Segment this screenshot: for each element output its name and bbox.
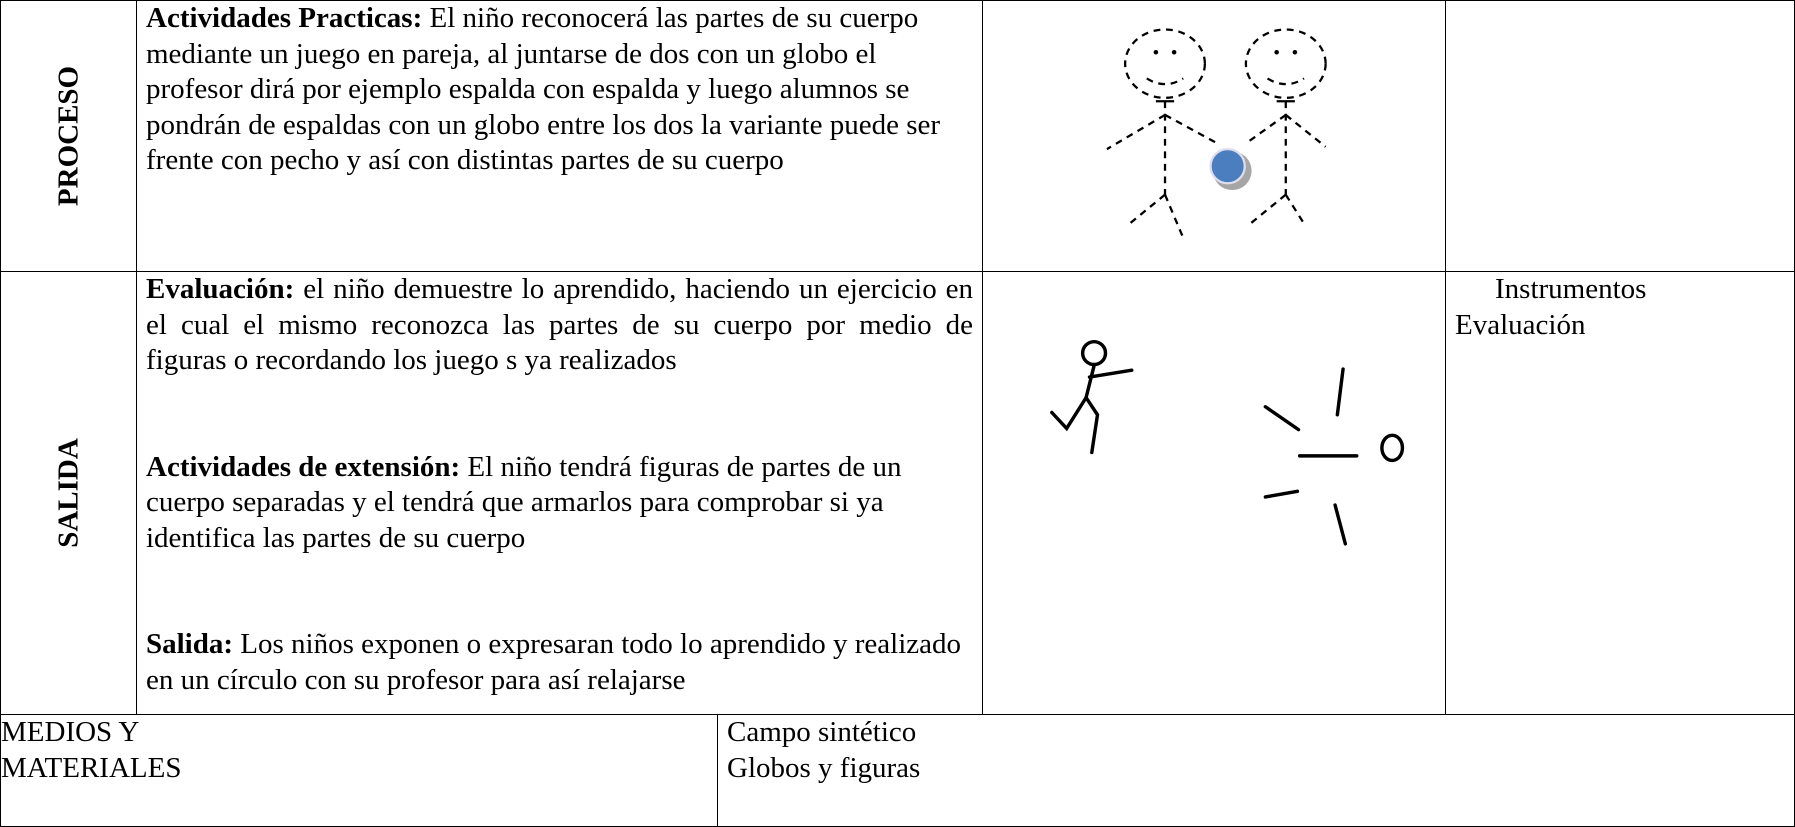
content: Actividades Practicas: El niño reconocer… — [146, 1, 973, 179]
instruments: Instrumentos Evaluación — [1455, 272, 1785, 343]
row-label: PROCESO — [51, 65, 84, 207]
content-cell: Actividades Practicas: El niño reconocer… — [136, 0, 983, 272]
content: Evaluación: el niño demuestre lo aprendi… — [146, 272, 973, 698]
empty-cell — [1445, 0, 1795, 272]
heading: Salida: — [146, 628, 234, 660]
heading: Actividades de extensión: — [146, 450, 461, 483]
instruments-line: Instrumentos — [1495, 273, 1647, 305]
paragraph-text: El niño tendrá figuras de partes de un c… — [146, 450, 902, 554]
footer-content-cell: Campo sintético Globos y figuras — [717, 714, 1795, 827]
paragraph: Actividades de extensión: El niño tendrá… — [146, 450, 973, 557]
row-label: SALIDA — [51, 438, 84, 548]
image-cell — [982, 271, 1446, 715]
illustration-pair-balloon — [1106, 28, 1327, 239]
paragraph-text: Los niños exponen o expresaran todo lo a… — [146, 628, 962, 696]
instruments-cell: Instrumentos Evaluación — [1445, 271, 1795, 715]
footer-content-line: Globos y figuras — [727, 751, 921, 784]
paragraph-text: El niño reconocerá las partes de su cuer… — [146, 2, 941, 176]
row-label-cell: PROCESO — [0, 0, 137, 272]
row-label-cell: SALIDA — [0, 271, 137, 715]
paragraph: Salida: Los niños exponen o expresaran t… — [146, 627, 973, 698]
paragraph: Evaluación: el niño demuestre lo aprendi… — [146, 272, 973, 379]
heading: Evaluación: — [146, 273, 295, 305]
heading: Actividades Practicas: — [146, 2, 423, 34]
image-cell — [982, 0, 1446, 272]
footer-label-line: MATERIALES — [1, 751, 182, 784]
paragraph: Actividades Practicas: El niño reconocer… — [146, 1, 973, 179]
content-cell: Evaluación: el niño demuestre lo aprendi… — [136, 271, 983, 715]
paragraph-text: el niño demuestre lo aprendido, haciendo… — [146, 273, 974, 376]
illustration-body-parts — [1050, 339, 1405, 546]
footer-label-line: MEDIOS Y — [1, 716, 140, 748]
footer-content-line: Campo sintético — [727, 716, 917, 748]
footer-label: MEDIOS Y MATERIALES — [1, 715, 708, 786]
footer-label-cell: MEDIOS Y MATERIALES — [0, 714, 718, 827]
footer-content: Campo sintético Globos y figuras — [727, 715, 1785, 786]
instruments-line: Evaluación — [1455, 308, 1586, 341]
